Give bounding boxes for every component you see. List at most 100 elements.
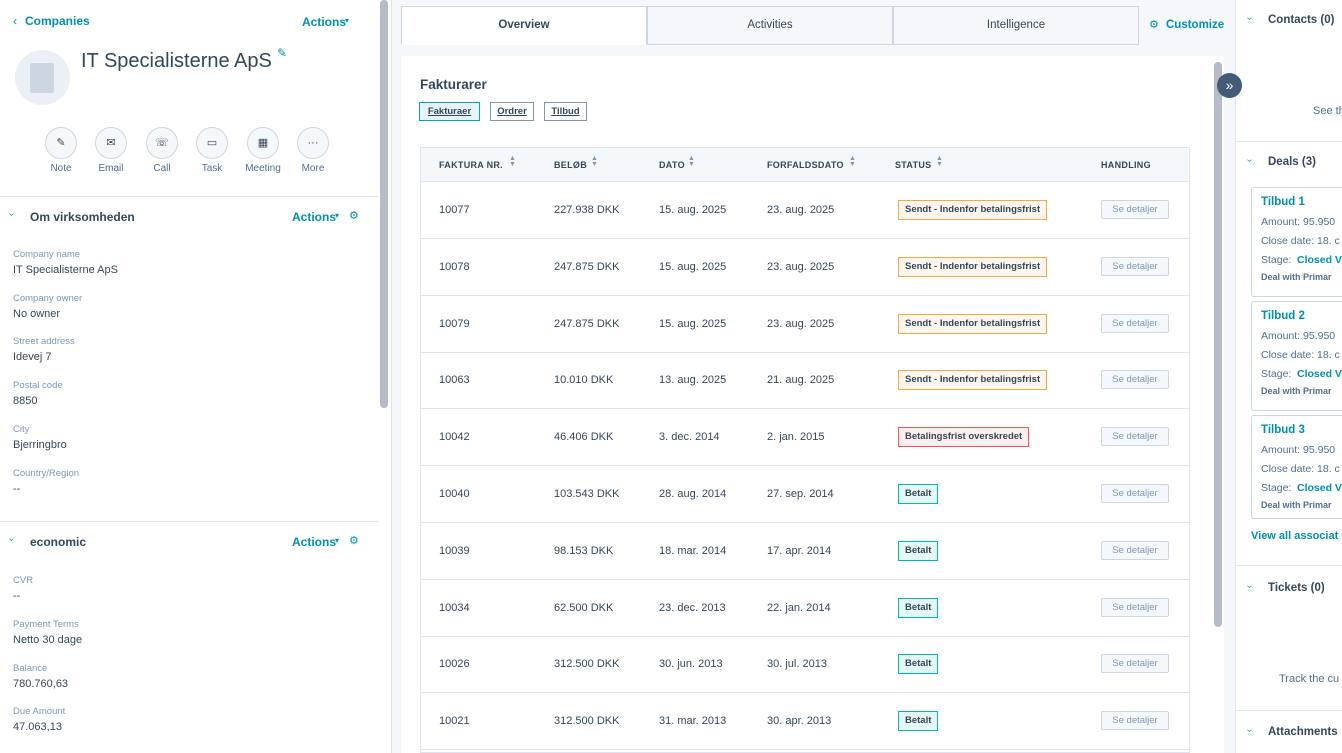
deal-name[interactable]: Tilbud 1 — [1261, 196, 1305, 208]
table-header — [421, 148, 1189, 182]
quick-action-button[interactable]: ✉ — [95, 127, 127, 159]
details-button[interactable]: Se detaljer — [1101, 313, 1169, 333]
section-chevron[interactable]: › — [1244, 584, 1256, 589]
filter-tab[interactable]: Ordrer — [490, 102, 534, 121]
settings-icon[interactable]: ⚙ — [349, 210, 359, 222]
quick-action-button[interactable]: ▭ — [196, 127, 228, 159]
deal-stage: Closed V — [1297, 482, 1342, 494]
back-chevron[interactable]: ‹ — [13, 14, 17, 28]
quick-action-label[interactable]: Task — [201, 163, 223, 174]
deal-card[interactable] — [1251, 187, 1342, 297]
details-button[interactable]: Se detaljer — [1101, 370, 1169, 390]
column-header[interactable]: BELØB — [554, 160, 587, 170]
deal-name[interactable]: Tilbud 3 — [1261, 424, 1305, 436]
row-divider — [421, 692, 1189, 694]
column-header[interactable]: HANDLING — [1101, 160, 1151, 170]
field-value[interactable]: -- — [13, 482, 21, 495]
tab[interactable]: Overview — [401, 6, 647, 45]
filter-tab[interactable]: Tilbud — [544, 102, 587, 121]
customize-link[interactable]: Customize — [1166, 19, 1225, 31]
card-scrollbar[interactable] — [1214, 62, 1222, 627]
quick-action-button[interactable]: ··· — [297, 127, 329, 159]
deal-card[interactable] — [1251, 415, 1342, 519]
field-value[interactable]: Bjerringbro — [13, 438, 67, 451]
divider — [0, 521, 378, 522]
section-actions[interactable]: Actions — [292, 210, 337, 224]
quick-action-label[interactable]: More — [301, 163, 325, 174]
filter-tab[interactable]: Fakturaer — [419, 102, 480, 121]
column-header[interactable]: DATO — [659, 160, 685, 170]
customize-icon[interactable]: ⚙ — [1149, 19, 1159, 31]
field-value[interactable]: No owner — [13, 307, 61, 320]
sort-icon[interactable]: ▲ ▼ — [591, 155, 598, 168]
actions-caret[interactable]: ▾ — [335, 211, 340, 220]
settings-icon[interactable]: ⚙ — [349, 535, 359, 547]
edit-icon[interactable]: ✎ — [277, 46, 288, 60]
section-title[interactable]: Contacts (0) — [1268, 14, 1335, 26]
quick-action-label[interactable]: Call — [153, 163, 171, 174]
quick-action-label[interactable]: Email — [98, 163, 124, 174]
section-title[interactable]: economic — [30, 535, 87, 549]
section-title[interactable]: Om virksomheden — [30, 210, 135, 224]
actions-caret[interactable]: ▾ — [345, 16, 350, 25]
details-button[interactable]: Se detaljer — [1101, 654, 1169, 674]
tab[interactable]: Activities — [647, 6, 893, 45]
tab[interactable]: Intelligence — [893, 6, 1139, 45]
deal-close: Close date: 18. c — [1261, 463, 1340, 475]
sort-icon[interactable]: ▲ ▼ — [688, 155, 695, 168]
quick-action-label[interactable]: Note — [50, 163, 72, 174]
cell: 103.543 DKK — [554, 488, 620, 500]
section-title[interactable]: Attachments — [1268, 726, 1338, 738]
quick-action-button[interactable]: ☏ — [146, 127, 178, 159]
section-chevron[interactable]: › — [1244, 158, 1256, 163]
field-value[interactable]: Netto 30 dage — [13, 633, 83, 646]
row-divider — [421, 351, 1189, 353]
quick-action-label[interactable]: Meeting — [245, 163, 281, 174]
deal-stage: Closed V — [1297, 368, 1342, 380]
section-chevron[interactable]: › — [1244, 728, 1256, 733]
view-all-link[interactable]: View all associat — [1251, 530, 1339, 542]
cell: 15. aug. 2025 — [659, 317, 727, 330]
details-button[interactable]: Se detaljer — [1101, 540, 1169, 560]
column-header[interactable]: FAKTURA NR. — [439, 160, 503, 170]
section-chevron[interactable]: › — [1244, 16, 1256, 21]
actions-caret[interactable]: ▾ — [335, 536, 340, 545]
sort-icon[interactable]: ▲ ▼ — [849, 155, 856, 168]
column-header[interactable]: FORFALDSDATO — [767, 160, 844, 170]
field-value[interactable]: 8850 — [13, 395, 38, 408]
section-title[interactable]: Tickets (0) — [1268, 582, 1325, 594]
sort-icon[interactable]: ▲ ▼ — [936, 155, 943, 168]
section-chevron[interactable]: › — [6, 212, 18, 217]
back-link[interactable]: Companies — [25, 14, 90, 28]
field-value[interactable]: Idevej 7 — [13, 351, 52, 364]
field-value[interactable]: -- — [13, 590, 21, 602]
collapse-button[interactable]: » — [1217, 73, 1242, 98]
details-button[interactable]: Se detaljer — [1101, 200, 1169, 219]
deal-close: Close date: 18. c — [1261, 235, 1340, 247]
details-button[interactable]: Se detaljer — [1101, 256, 1169, 276]
details-button[interactable]: Se detaljer — [1101, 427, 1169, 447]
section-actions[interactable]: Actions — [292, 535, 337, 549]
left-scrollbar[interactable] — [380, 0, 388, 408]
deal-name[interactable]: Tilbud 2 — [1261, 310, 1305, 322]
cell: 22. jan. 2014 — [767, 601, 831, 614]
section-chevron[interactable]: › — [6, 537, 18, 542]
actions-menu[interactable]: Actions — [302, 15, 347, 29]
details-button[interactable]: Se detaljer — [1101, 711, 1169, 731]
quick-action-button[interactable]: ▦ — [247, 127, 279, 159]
details-button[interactable]: Se detaljer — [1101, 484, 1169, 503]
deal-card[interactable] — [1251, 301, 1342, 411]
cell: 10079 — [439, 317, 470, 330]
details-button[interactable]: Se detaljer — [1101, 597, 1169, 617]
cell: 17. apr. 2014 — [767, 544, 832, 557]
field-value[interactable]: 47.063,13 — [13, 721, 62, 734]
deal-amount: Amount: 95.950 — [1261, 330, 1336, 342]
quick-action-button[interactable]: ✎ — [45, 127, 77, 159]
cell: 312.500 DKK — [554, 715, 620, 728]
field-value[interactable]: 780.760,63 — [13, 677, 69, 690]
sort-icon[interactable]: ▲ ▼ — [509, 155, 516, 168]
field-value[interactable]: IT Specialisterne ApS — [13, 264, 118, 276]
column-header[interactable]: STATUS — [895, 160, 932, 170]
section-title[interactable]: Deals (3) — [1268, 156, 1316, 168]
deal-amount: Amount: 95.950 — [1261, 444, 1336, 456]
